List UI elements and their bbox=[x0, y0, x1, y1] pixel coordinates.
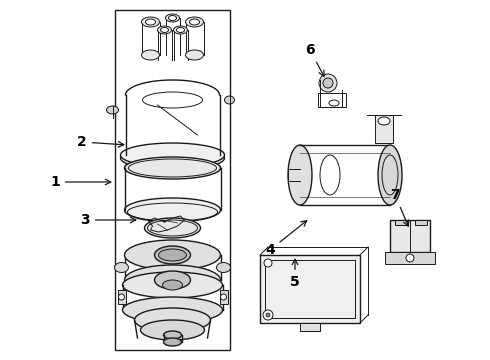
Ellipse shape bbox=[134, 308, 211, 332]
Circle shape bbox=[263, 310, 273, 320]
Ellipse shape bbox=[124, 265, 220, 295]
Ellipse shape bbox=[224, 96, 235, 104]
Circle shape bbox=[119, 294, 124, 300]
Text: 4: 4 bbox=[265, 221, 307, 257]
Ellipse shape bbox=[164, 331, 181, 339]
Ellipse shape bbox=[157, 26, 171, 34]
Bar bbox=[115, 10, 230, 350]
Ellipse shape bbox=[378, 145, 402, 205]
Bar bbox=[300, 323, 320, 331]
Ellipse shape bbox=[158, 249, 187, 261]
Bar bbox=[385, 252, 435, 264]
Ellipse shape bbox=[122, 297, 222, 323]
Circle shape bbox=[220, 294, 226, 300]
Circle shape bbox=[264, 259, 272, 267]
Circle shape bbox=[323, 78, 333, 88]
Ellipse shape bbox=[329, 100, 339, 106]
Bar bbox=[415, 220, 427, 225]
Bar bbox=[375, 115, 393, 143]
Ellipse shape bbox=[146, 19, 155, 25]
Ellipse shape bbox=[115, 262, 128, 273]
Ellipse shape bbox=[176, 27, 185, 32]
Bar bbox=[390, 220, 430, 252]
Text: 5: 5 bbox=[290, 259, 300, 289]
Text: 3: 3 bbox=[80, 213, 136, 227]
Ellipse shape bbox=[141, 320, 204, 340]
Ellipse shape bbox=[190, 19, 199, 25]
Ellipse shape bbox=[124, 240, 220, 270]
Text: 2: 2 bbox=[77, 135, 124, 149]
Ellipse shape bbox=[121, 143, 224, 167]
Bar bbox=[220, 290, 227, 304]
Circle shape bbox=[266, 313, 270, 317]
Ellipse shape bbox=[154, 271, 191, 289]
Ellipse shape bbox=[121, 146, 224, 170]
Ellipse shape bbox=[169, 15, 176, 21]
Ellipse shape bbox=[164, 338, 181, 346]
Ellipse shape bbox=[142, 50, 160, 60]
Text: 1: 1 bbox=[50, 175, 111, 189]
Ellipse shape bbox=[166, 14, 179, 22]
Ellipse shape bbox=[124, 158, 220, 178]
Circle shape bbox=[406, 254, 414, 262]
Ellipse shape bbox=[173, 26, 188, 34]
Ellipse shape bbox=[106, 106, 119, 114]
Ellipse shape bbox=[145, 218, 200, 238]
Ellipse shape bbox=[186, 50, 203, 60]
Ellipse shape bbox=[378, 117, 390, 125]
Bar bbox=[265, 260, 355, 318]
Bar bbox=[318, 93, 346, 107]
Ellipse shape bbox=[186, 17, 203, 27]
Bar bbox=[118, 290, 125, 304]
Ellipse shape bbox=[142, 17, 160, 27]
Ellipse shape bbox=[288, 145, 312, 205]
Ellipse shape bbox=[161, 27, 169, 32]
Bar bbox=[260, 255, 360, 323]
Ellipse shape bbox=[122, 272, 222, 298]
Circle shape bbox=[319, 74, 337, 92]
Bar bbox=[395, 220, 407, 225]
Ellipse shape bbox=[124, 198, 220, 222]
Ellipse shape bbox=[217, 262, 230, 273]
Text: 7: 7 bbox=[390, 188, 409, 226]
Text: 6: 6 bbox=[305, 43, 324, 76]
Ellipse shape bbox=[154, 246, 191, 264]
Ellipse shape bbox=[163, 280, 182, 290]
Ellipse shape bbox=[124, 157, 220, 179]
